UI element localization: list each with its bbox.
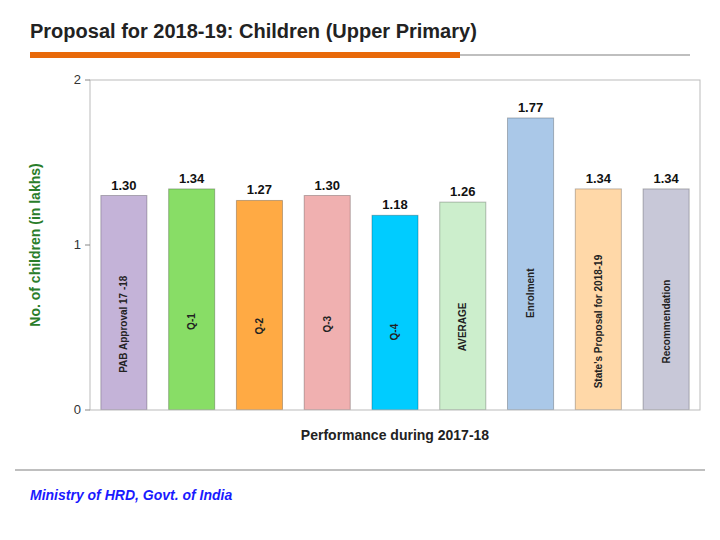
bar bbox=[101, 196, 147, 411]
x-axis-label: Performance during 2017-18 bbox=[301, 427, 490, 443]
chart-container: Proposal for 2018-19: Children (Upper Pr… bbox=[0, 0, 720, 540]
category-label: Q-2 bbox=[254, 317, 265, 334]
bars bbox=[101, 118, 689, 410]
title: Proposal for 2018-19: Children (Upper Pr… bbox=[30, 20, 477, 42]
data-label: 1.77 bbox=[518, 100, 543, 115]
title-rule-thin bbox=[460, 54, 690, 56]
data-label: 1.26 bbox=[450, 184, 475, 199]
bar bbox=[169, 189, 215, 410]
y-tick-label: 0 bbox=[74, 402, 81, 417]
bar bbox=[440, 202, 486, 410]
background bbox=[0, 0, 720, 540]
category-label: Recommendation bbox=[661, 280, 672, 364]
bar bbox=[575, 189, 621, 410]
y-tick-label: 2 bbox=[74, 72, 81, 87]
y-tick bbox=[85, 410, 90, 411]
y-axis-label: No. of children (in lakhs) bbox=[27, 163, 43, 326]
data-label: 1.34 bbox=[179, 171, 205, 186]
chart: Proposal for 2018-19: Children (Upper Pr… bbox=[0, 0, 720, 540]
data-label: 1.34 bbox=[586, 171, 612, 186]
annotation: Ministry of HRD, Govt. of India bbox=[30, 487, 232, 503]
category-label: Q-1 bbox=[186, 313, 197, 330]
category-label: AVERAGE bbox=[457, 302, 468, 351]
bar bbox=[236, 200, 282, 410]
plot-frame bbox=[90, 80, 700, 410]
category-label: PAB Approval 17 -18 bbox=[118, 275, 129, 373]
footer-rule bbox=[15, 469, 705, 471]
bar bbox=[508, 118, 554, 410]
title-rule bbox=[30, 52, 460, 58]
data-label: 1.18 bbox=[382, 197, 407, 212]
bar bbox=[304, 196, 350, 411]
category-label: Enrolment bbox=[525, 268, 536, 318]
category-label: Q-3 bbox=[322, 315, 333, 332]
y-tick-label: 1 bbox=[74, 237, 81, 252]
data-label: 1.34 bbox=[653, 171, 679, 186]
y-tick bbox=[85, 80, 90, 81]
bar bbox=[643, 189, 689, 410]
data-label: 1.27 bbox=[247, 182, 272, 197]
bar bbox=[372, 215, 418, 410]
data-label: 1.30 bbox=[111, 178, 136, 193]
category-label: Q-4 bbox=[390, 323, 401, 340]
data-label: 1.30 bbox=[315, 178, 340, 193]
y-tick bbox=[85, 245, 90, 246]
category-label: State’s Proposal for 2018-19 bbox=[593, 254, 604, 388]
